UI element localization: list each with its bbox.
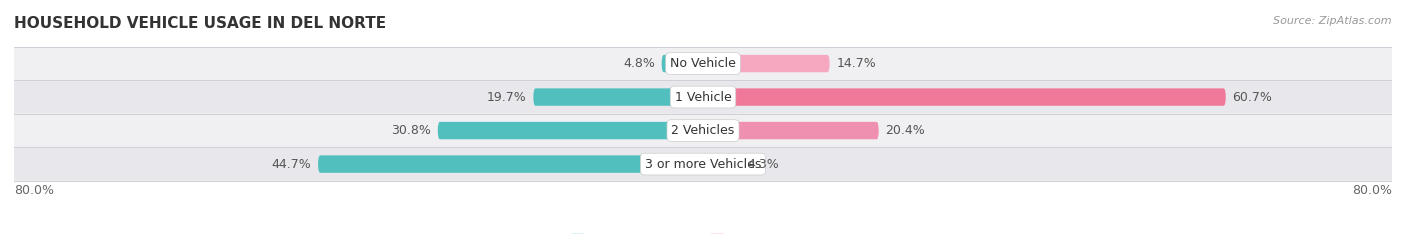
FancyBboxPatch shape <box>703 55 830 72</box>
FancyBboxPatch shape <box>14 114 1392 147</box>
Text: HOUSEHOLD VEHICLE USAGE IN DEL NORTE: HOUSEHOLD VEHICLE USAGE IN DEL NORTE <box>14 16 387 31</box>
Text: 1 Vehicle: 1 Vehicle <box>675 91 731 104</box>
FancyBboxPatch shape <box>703 88 1226 106</box>
Text: 20.4%: 20.4% <box>886 124 925 137</box>
FancyBboxPatch shape <box>318 155 703 173</box>
Text: 80.0%: 80.0% <box>1353 183 1392 197</box>
FancyBboxPatch shape <box>533 88 703 106</box>
Text: 30.8%: 30.8% <box>391 124 430 137</box>
Text: Source: ZipAtlas.com: Source: ZipAtlas.com <box>1274 16 1392 26</box>
Text: 19.7%: 19.7% <box>486 91 526 104</box>
FancyBboxPatch shape <box>437 122 703 139</box>
Text: 4.8%: 4.8% <box>623 57 655 70</box>
FancyBboxPatch shape <box>703 122 879 139</box>
FancyBboxPatch shape <box>14 47 1392 80</box>
Text: 2 Vehicles: 2 Vehicles <box>672 124 734 137</box>
Text: 80.0%: 80.0% <box>14 183 53 197</box>
Text: 14.7%: 14.7% <box>837 57 876 70</box>
Text: 60.7%: 60.7% <box>1233 91 1272 104</box>
FancyBboxPatch shape <box>14 147 1392 181</box>
Text: No Vehicle: No Vehicle <box>671 57 735 70</box>
FancyBboxPatch shape <box>662 55 703 72</box>
FancyBboxPatch shape <box>703 155 740 173</box>
Text: 4.3%: 4.3% <box>747 157 779 171</box>
Text: 3 or more Vehicles: 3 or more Vehicles <box>645 157 761 171</box>
FancyBboxPatch shape <box>14 80 1392 114</box>
Text: 44.7%: 44.7% <box>271 157 311 171</box>
